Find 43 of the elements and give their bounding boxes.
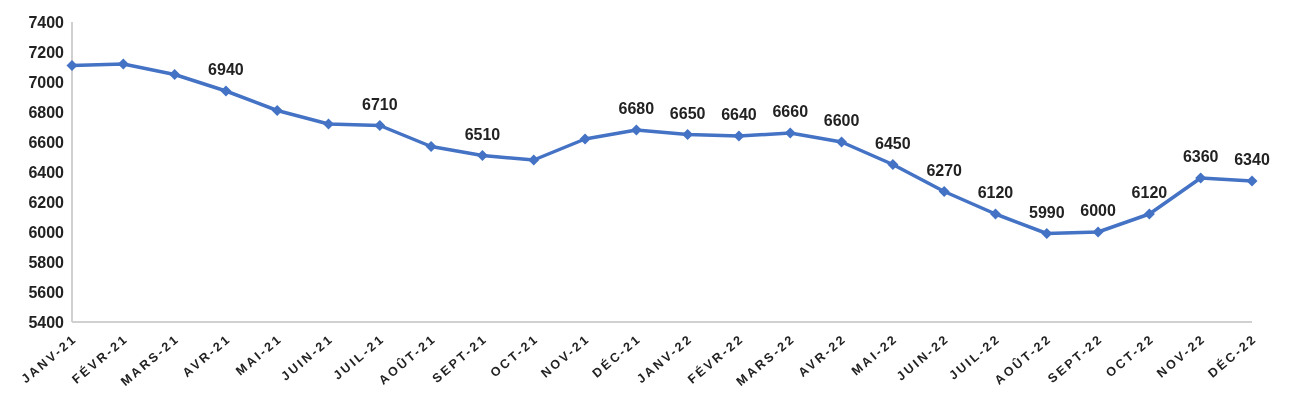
point <box>630 124 642 136</box>
y-tick-label: 6200 <box>28 193 65 211</box>
data-label: 6270 <box>926 161 963 179</box>
y-tick-label: 6000 <box>28 223 65 241</box>
data-label: 6640 <box>721 106 757 123</box>
data-label: 6120 <box>1131 184 1168 201</box>
y-tick-label: 6600 <box>28 133 65 151</box>
y-tick-label: 6400 <box>28 163 65 181</box>
data-label: 6940 <box>208 61 244 78</box>
y-tick-label: 7200 <box>28 43 65 61</box>
data-label: 6510 <box>464 125 501 143</box>
point <box>220 85 232 97</box>
data-label: 6710 <box>362 95 398 113</box>
point <box>733 130 745 142</box>
data-label: 6450 <box>875 134 911 152</box>
point <box>476 150 488 161</box>
y-tick-label: 5400 <box>28 313 65 331</box>
data-label: 6340 <box>1234 151 1270 168</box>
y-tick-label: 5800 <box>28 253 65 271</box>
data-label: 5990 <box>1028 203 1065 221</box>
point <box>1246 175 1258 187</box>
data-label: 6680 <box>618 100 655 117</box>
data-label: 6660 <box>772 103 809 120</box>
data-label: 6360 <box>1182 148 1219 165</box>
y-tick-label: 7000 <box>28 73 65 91</box>
y-tick-label: 5600 <box>28 283 65 301</box>
point <box>169 69 181 80</box>
point <box>579 133 591 145</box>
point <box>271 105 283 116</box>
data-label: 6600 <box>823 112 860 129</box>
data-label: 6120 <box>977 184 1014 201</box>
data-label: 6000 <box>1080 202 1116 219</box>
point <box>887 159 899 170</box>
y-tick-label: 7400 <box>28 13 65 31</box>
point <box>989 208 1001 220</box>
point <box>425 141 437 152</box>
point <box>1092 226 1104 238</box>
point <box>1143 208 1155 220</box>
point <box>938 186 950 197</box>
point <box>528 154 540 166</box>
point <box>836 136 848 148</box>
y-tick-label: 6800 <box>28 103 65 121</box>
data-label: 6650 <box>669 104 706 122</box>
